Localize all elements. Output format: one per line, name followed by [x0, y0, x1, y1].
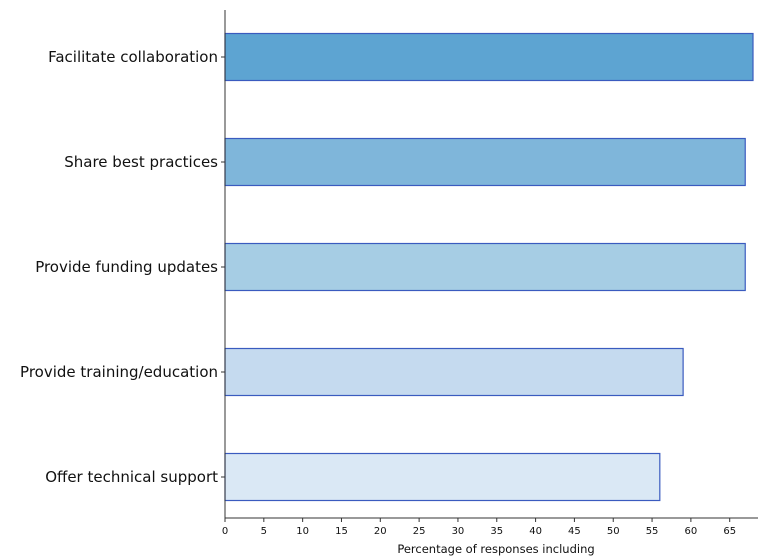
x-tick-label: 55: [646, 526, 659, 537]
bar-facilitate-collaboration: [224, 32, 754, 82]
y-tick-label: Share best practices: [64, 153, 218, 171]
bar-provide-training-education: [224, 347, 684, 397]
y-tick-label: Provide training/education: [20, 363, 218, 381]
x-tick-label: 15: [335, 526, 348, 537]
x-tick-label: 40: [529, 526, 542, 537]
bar-offer-technical-support: [224, 452, 661, 502]
axes-layer: [221, 10, 758, 522]
x-tick-label: 25: [413, 526, 426, 537]
x-tick-label: 50: [607, 526, 620, 537]
bar-provide-funding-updates: [224, 242, 746, 292]
x-tick-label: 20: [374, 526, 387, 537]
labels-layer: Facilitate collaboration Share best pract…: [20, 48, 736, 537]
x-tick-label: 0: [222, 526, 228, 537]
y-tick-label: Offer technical support: [45, 468, 218, 486]
x-tick-label: 60: [685, 526, 698, 537]
x-tick-label: 10: [296, 526, 309, 537]
x-tick-label: 30: [452, 526, 465, 537]
y-tick-label: Provide funding updates: [35, 258, 218, 276]
x-tick-label: 35: [490, 526, 503, 537]
y-tick-label: Facilitate collaboration: [48, 48, 218, 66]
x-tick-label: 5: [261, 526, 267, 537]
bars-layer: [224, 32, 754, 502]
x-axis-title: Percentage of responses including: [397, 542, 594, 556]
bar-share-best-practices: [224, 137, 746, 187]
x-tick-label: 45: [568, 526, 581, 537]
x-tick-label: 65: [723, 526, 736, 537]
